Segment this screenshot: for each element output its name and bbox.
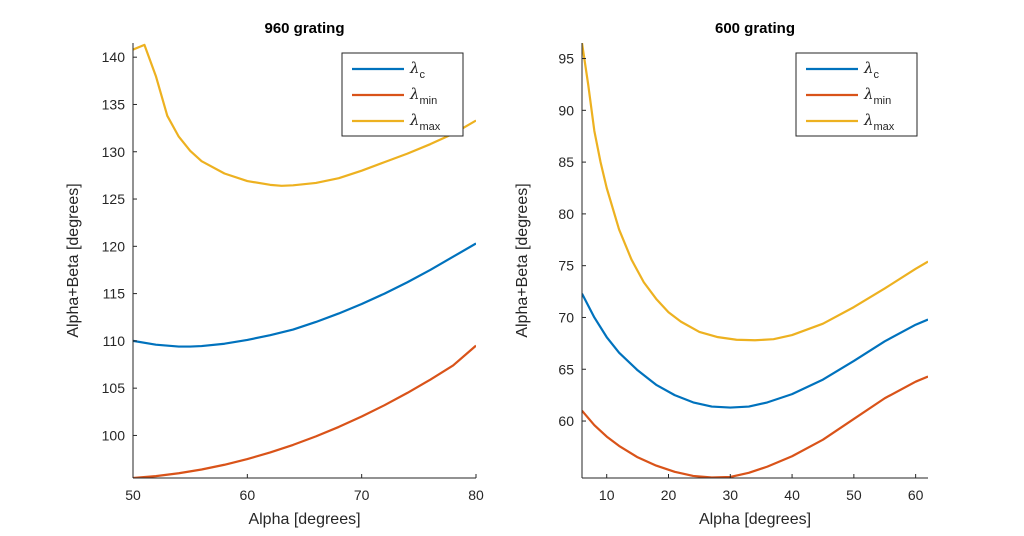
series-line-max	[133, 43, 476, 187]
legend-entry-c: λc	[863, 59, 880, 81]
y-tick-label: 95	[558, 51, 574, 67]
x-tick-label: 30	[722, 487, 738, 503]
series-line-c	[133, 242, 476, 348]
y-tick-label: 125	[102, 191, 126, 207]
y-axis-label: Alpha+Beta [degrees]	[514, 183, 531, 337]
y-tick-label: 70	[558, 309, 574, 325]
y-tick-label: 115	[103, 286, 126, 302]
y-tick-label: 110	[103, 333, 126, 349]
legend-subscript: min	[874, 95, 892, 107]
x-tick-label: 80	[468, 487, 484, 503]
y-tick-label: 120	[102, 238, 126, 254]
legend-subscript: max	[420, 121, 441, 133]
legend-entry-min: λmin	[863, 85, 891, 107]
legend-entry-c: λc	[409, 59, 426, 81]
x-axis-label: Alpha [degrees]	[699, 511, 811, 528]
y-tick-label: 90	[558, 102, 574, 118]
y-tick-label: 80	[558, 206, 574, 222]
y-tick-label: 85	[558, 154, 574, 170]
x-tick-label: 20	[661, 487, 677, 503]
series-line-min	[582, 375, 928, 478]
legend-subscript: max	[874, 121, 895, 133]
legend-entry-max: λmax	[409, 111, 441, 133]
series-line-c	[582, 293, 928, 409]
x-axis-label: Alpha [degrees]	[248, 511, 360, 528]
legend-subscript: c	[420, 69, 426, 81]
y-tick-label: 100	[102, 427, 126, 443]
y-tick-label: 130	[102, 144, 126, 160]
legend-symbol: λ	[409, 59, 420, 77]
y-tick-label: 140	[102, 49, 126, 65]
x-tick-label: 40	[784, 487, 800, 503]
chart-panel-1: 50 60 70 80 100 105 110 115 120 125 130 135 140 960 g…	[65, 20, 484, 528]
legend-entry-min: λmin	[409, 85, 437, 107]
legend-entry-max: λmax	[863, 111, 895, 133]
chart-title: 960 grating	[264, 20, 344, 37]
series-line-max	[582, 43, 928, 342]
x-tick-label: 70	[354, 487, 370, 503]
chart-title: 600 grating	[715, 20, 795, 37]
legend-symbol: λ	[863, 111, 874, 129]
legend-subscript: c	[874, 69, 880, 81]
legend-symbol: λ	[409, 85, 420, 103]
chart-panel-2: 10 20 30 40 50 60 60 65 70 75 80 85 90 95 600 grating A…	[514, 20, 928, 528]
x-tick-label: 50	[846, 487, 862, 503]
x-tick-label: 60	[908, 487, 924, 503]
y-tick-label: 65	[558, 361, 574, 377]
x-tick-label: 50	[125, 487, 141, 503]
y-tick-label: 75	[558, 258, 574, 274]
legend-symbol: λ	[409, 111, 420, 129]
x-tick-label: 60	[240, 487, 256, 503]
series-line-min	[133, 344, 476, 478]
legend-symbol: λ	[863, 59, 874, 77]
y-tick-label: 135	[102, 96, 126, 112]
legend-subscript: min	[420, 95, 438, 107]
x-tick-label: 10	[599, 487, 615, 503]
y-axis-label: Alpha+Beta [degrees]	[65, 183, 82, 337]
y-tick-label: 105	[102, 380, 126, 396]
legend-symbol: λ	[863, 85, 874, 103]
y-tick-label: 60	[558, 413, 574, 429]
